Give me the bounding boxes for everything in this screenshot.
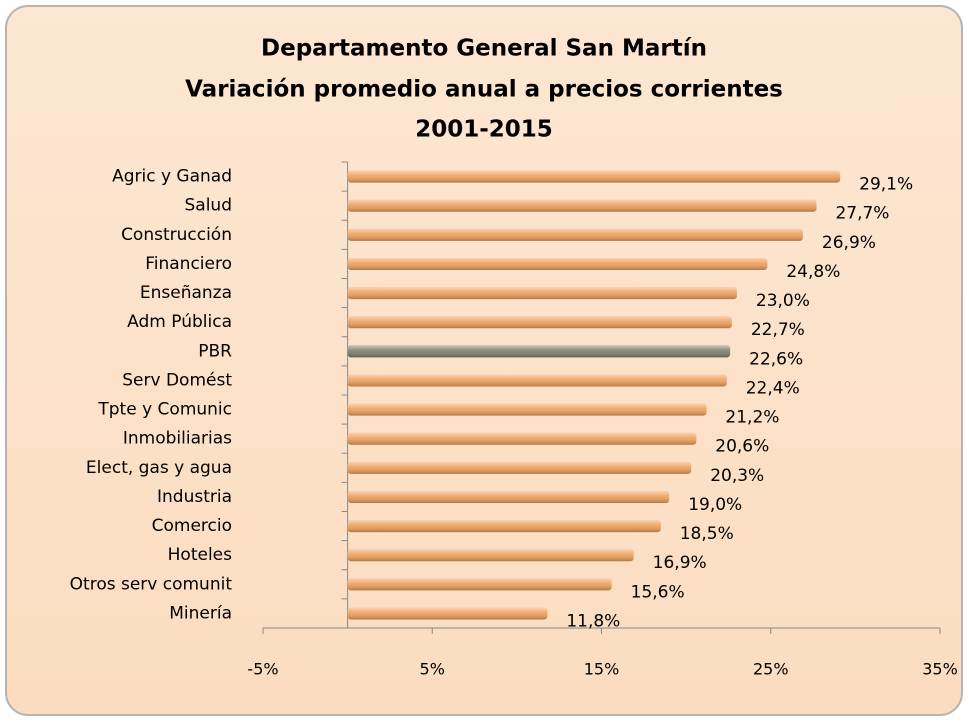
y-tick-label: Otros serv comunit	[70, 574, 233, 594]
x-tick-label: 5%	[420, 660, 445, 679]
value-label: 22,4%	[746, 378, 800, 398]
value-label: 24,8%	[786, 262, 840, 282]
x-tick-label: 25%	[753, 660, 789, 679]
value-label: 20,3%	[710, 466, 764, 486]
y-tick-label: Comercio	[152, 516, 232, 536]
y-tick-label: Inmobiliarias	[123, 429, 232, 449]
bar-shine	[347, 374, 727, 387]
bar-shine	[347, 257, 768, 270]
value-label: 22,7%	[751, 320, 805, 340]
value-label: 26,9%	[822, 233, 876, 253]
bar-shine	[347, 549, 634, 562]
y-tick-label: Industria	[157, 487, 232, 507]
bar-shine	[347, 199, 817, 212]
x-tick-label: 35%	[922, 660, 958, 679]
value-label: 18,5%	[680, 524, 734, 544]
y-tick-label: Agric y Ganad	[112, 167, 232, 187]
bar-shine	[347, 461, 692, 474]
value-label: 23,0%	[756, 291, 810, 311]
bar-shine	[347, 287, 737, 300]
bar-shine	[347, 170, 841, 183]
y-tick-label: Adm Pública	[127, 312, 232, 332]
y-tick-label: PBR	[198, 341, 232, 361]
bar-shine	[347, 578, 612, 591]
value-label: 19,0%	[688, 495, 742, 515]
value-label: 20,6%	[715, 437, 769, 457]
y-tick-label: Construcción	[121, 225, 232, 245]
y-tick-label: Tpte y Comunic	[97, 400, 232, 420]
value-label: 11,8%	[566, 611, 620, 631]
bar-shine	[347, 490, 670, 503]
chart-title: Departamento General San Martín	[261, 36, 707, 62]
chart-title: Variación promedio anual a precios corri…	[185, 77, 783, 103]
bar-shine	[347, 403, 707, 416]
value-label: 22,6%	[749, 349, 803, 369]
chart-frame	[5, 5, 963, 716]
bar-shine	[347, 432, 697, 445]
x-tick-label: -5%	[247, 660, 278, 679]
y-tick-label: Elect, gas y agua	[86, 458, 232, 478]
y-tick-label: Salud	[185, 196, 233, 216]
y-tick-label: Hoteles	[168, 545, 232, 565]
y-tick-label: Financiero	[145, 254, 232, 274]
value-label: 29,1%	[859, 175, 913, 195]
bar-shine	[347, 228, 803, 241]
y-tick-label: Enseñanza	[140, 283, 232, 303]
bar-shine	[347, 520, 661, 533]
y-tick-label: Minería	[169, 603, 232, 623]
value-label: 16,9%	[653, 553, 707, 573]
bar-shine	[347, 345, 731, 358]
chart-title: 2001-2015	[415, 117, 553, 143]
value-label: 21,2%	[725, 408, 779, 428]
y-tick-label: Serv Domést	[122, 370, 232, 390]
value-label: 27,7%	[835, 204, 889, 224]
bar-shine	[347, 316, 732, 329]
value-label: 15,6%	[631, 582, 685, 602]
bar-shine	[347, 607, 548, 620]
x-tick-label: 15%	[584, 660, 620, 679]
